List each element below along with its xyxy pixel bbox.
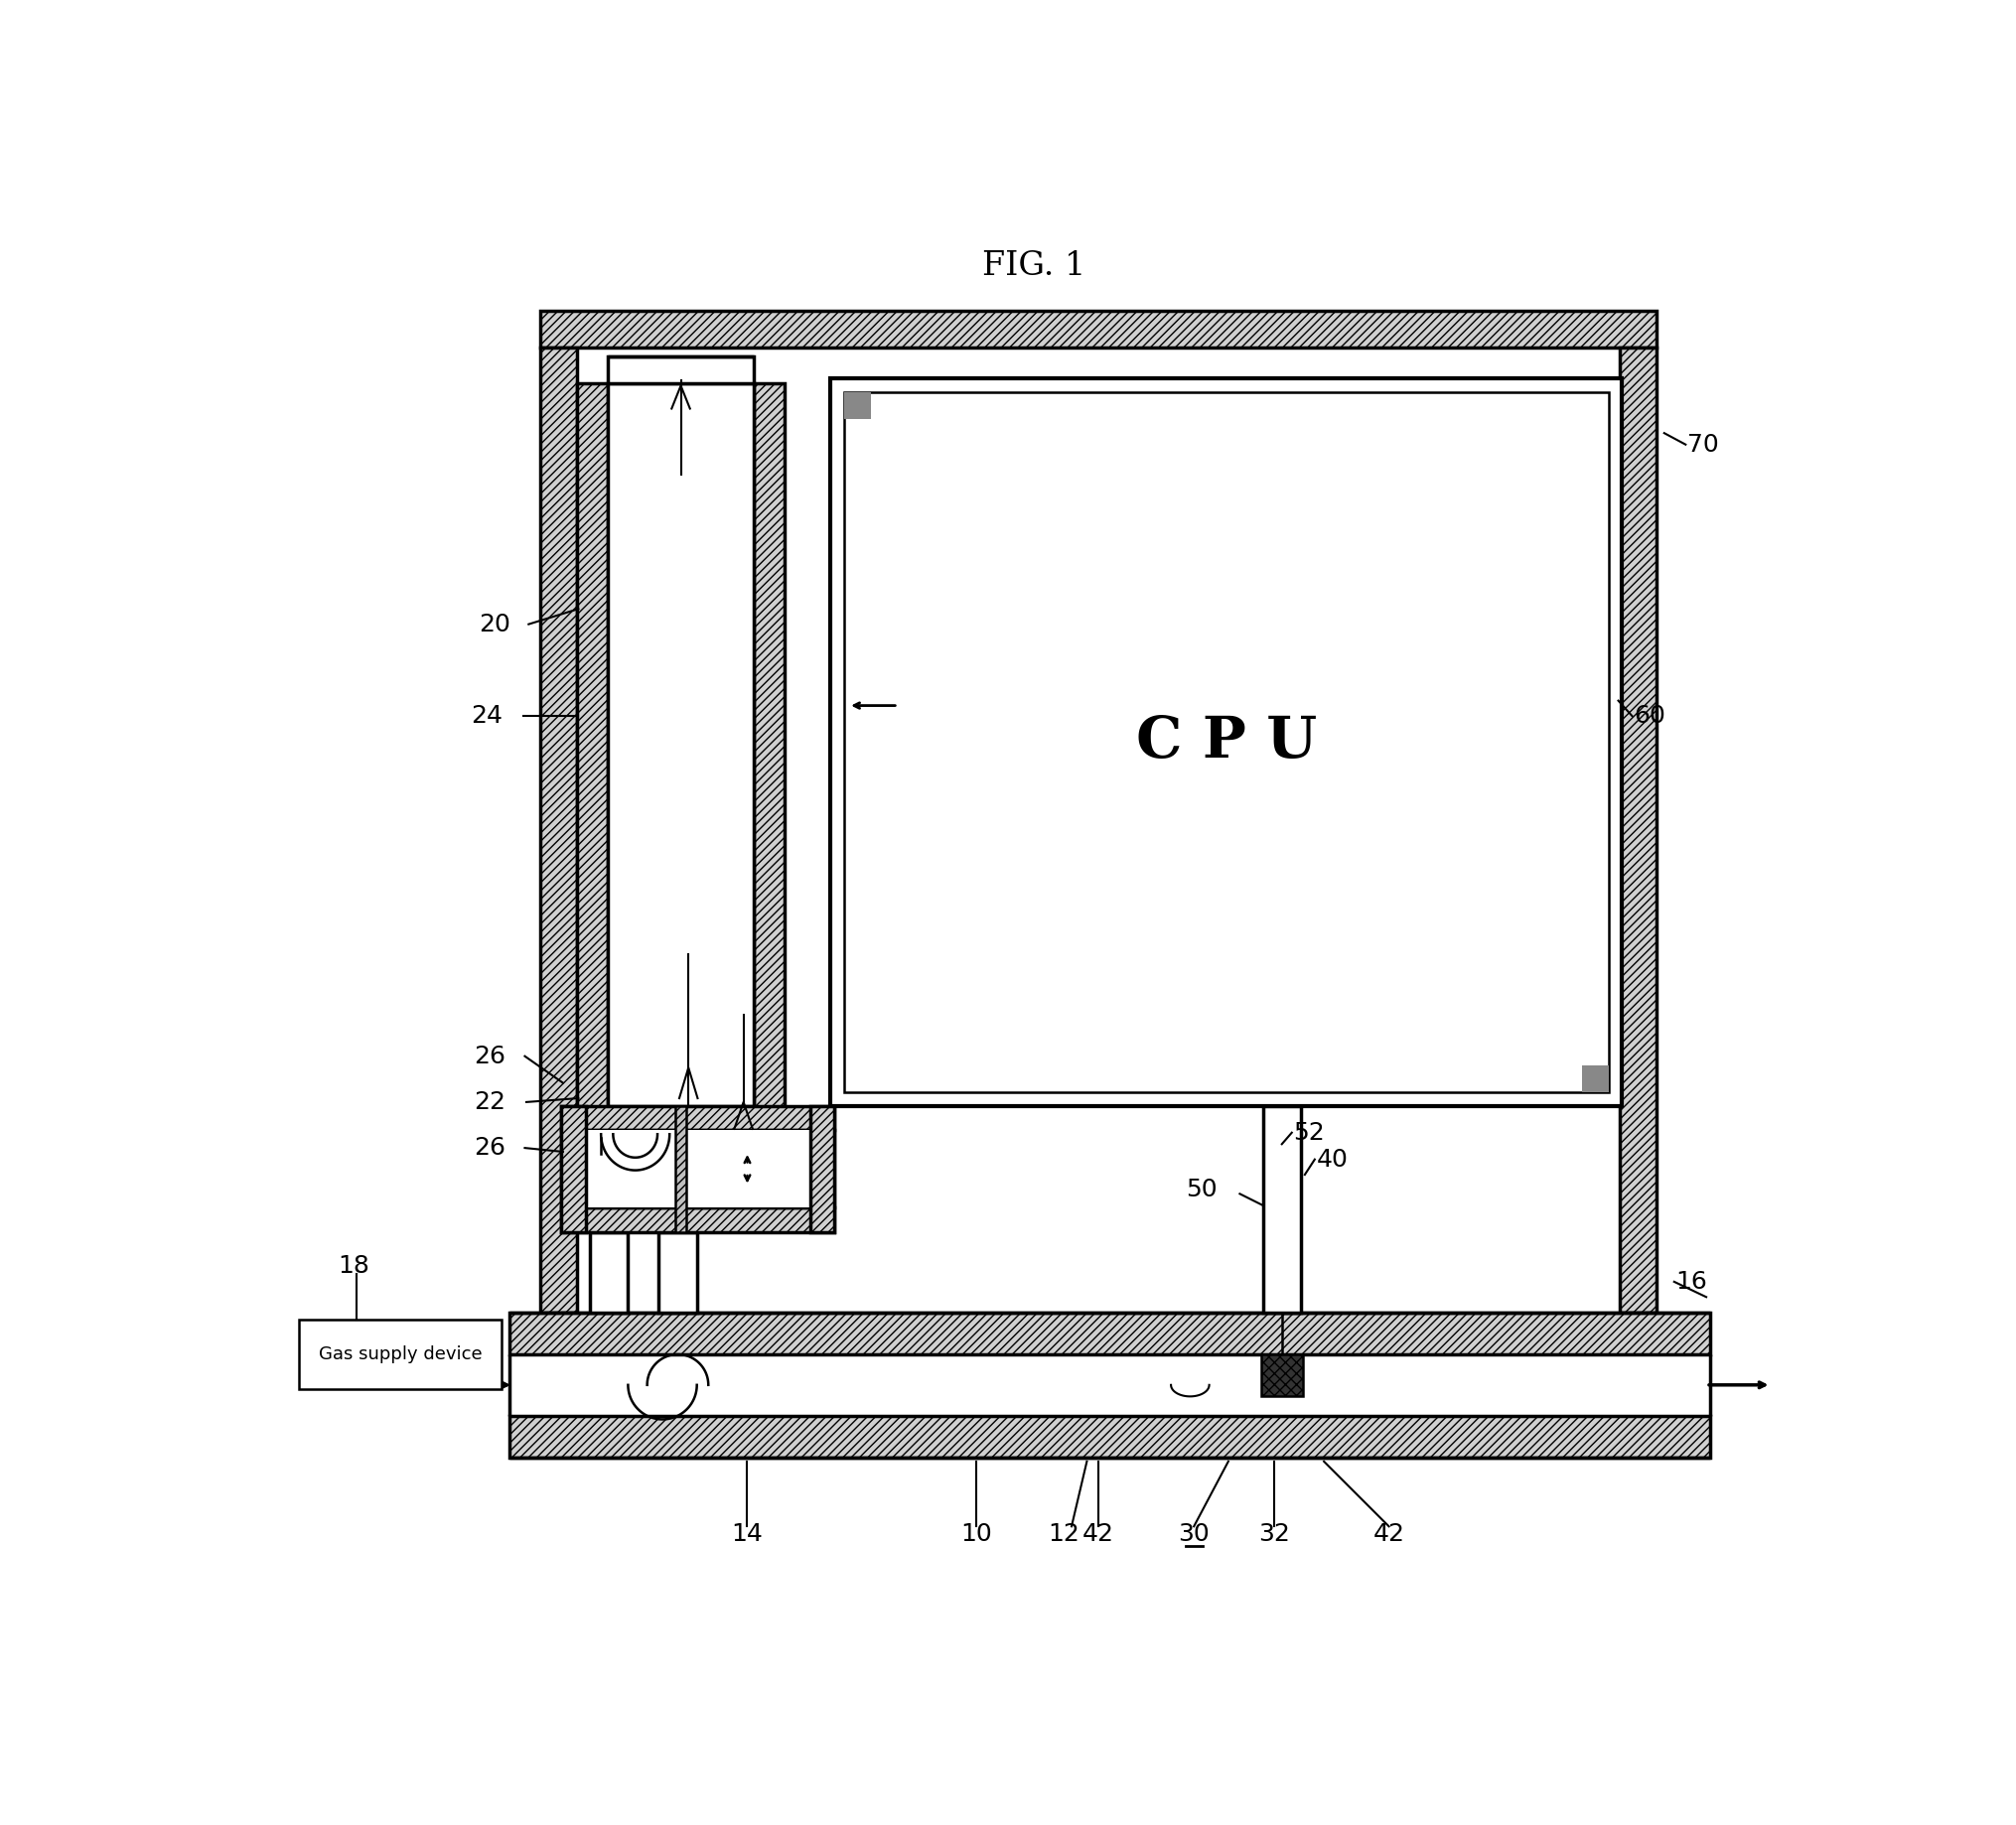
Text: 24: 24 — [472, 704, 502, 728]
Text: 10: 10 — [960, 1522, 992, 1546]
Text: 42: 42 — [1373, 1522, 1403, 1546]
Text: 30: 30 — [1177, 1522, 1210, 1546]
Text: 42: 42 — [1083, 1522, 1113, 1546]
Text: 40: 40 — [1316, 1148, 1347, 1172]
Text: 70: 70 — [1685, 433, 1718, 456]
Bar — [540, 310, 1655, 347]
Text: 18: 18 — [337, 1254, 369, 1278]
Text: 20: 20 — [478, 613, 510, 637]
Bar — [607, 356, 754, 383]
Bar — [587, 1130, 810, 1208]
Bar — [510, 1312, 1710, 1354]
Bar — [607, 383, 754, 1106]
Bar — [560, 1106, 835, 1130]
Text: 32: 32 — [1258, 1522, 1290, 1546]
Bar — [577, 347, 1619, 1312]
Bar — [1262, 1106, 1300, 1312]
Bar — [1581, 1066, 1607, 1091]
Text: 12: 12 — [1048, 1522, 1079, 1546]
Bar — [589, 1232, 627, 1312]
Text: C P U: C P U — [1135, 714, 1316, 770]
Bar — [510, 1354, 1710, 1416]
Text: 14: 14 — [730, 1522, 762, 1546]
Bar — [1260, 1354, 1302, 1396]
Bar — [560, 1130, 835, 1208]
Bar — [298, 1319, 502, 1389]
Bar — [560, 1106, 587, 1232]
Bar — [845, 392, 1607, 1091]
Bar — [754, 383, 784, 1133]
Text: Gas supply device: Gas supply device — [319, 1345, 482, 1363]
Text: 22: 22 — [474, 1090, 506, 1113]
Bar — [675, 1106, 685, 1232]
Bar — [577, 383, 607, 1133]
Text: 26: 26 — [474, 1044, 506, 1068]
Bar — [1619, 347, 1655, 1312]
Bar — [540, 347, 577, 1312]
Bar — [810, 1106, 835, 1232]
Text: 52: 52 — [1292, 1121, 1325, 1144]
Bar — [560, 1208, 835, 1232]
Text: FIG. 1: FIG. 1 — [982, 250, 1085, 283]
Bar — [659, 1232, 696, 1312]
Text: 50: 50 — [1185, 1179, 1218, 1203]
Bar — [845, 392, 871, 418]
Text: 60: 60 — [1633, 704, 1665, 728]
Text: 26: 26 — [474, 1135, 506, 1161]
Bar — [510, 1416, 1710, 1458]
Text: 16: 16 — [1675, 1270, 1706, 1294]
Bar — [831, 378, 1621, 1106]
